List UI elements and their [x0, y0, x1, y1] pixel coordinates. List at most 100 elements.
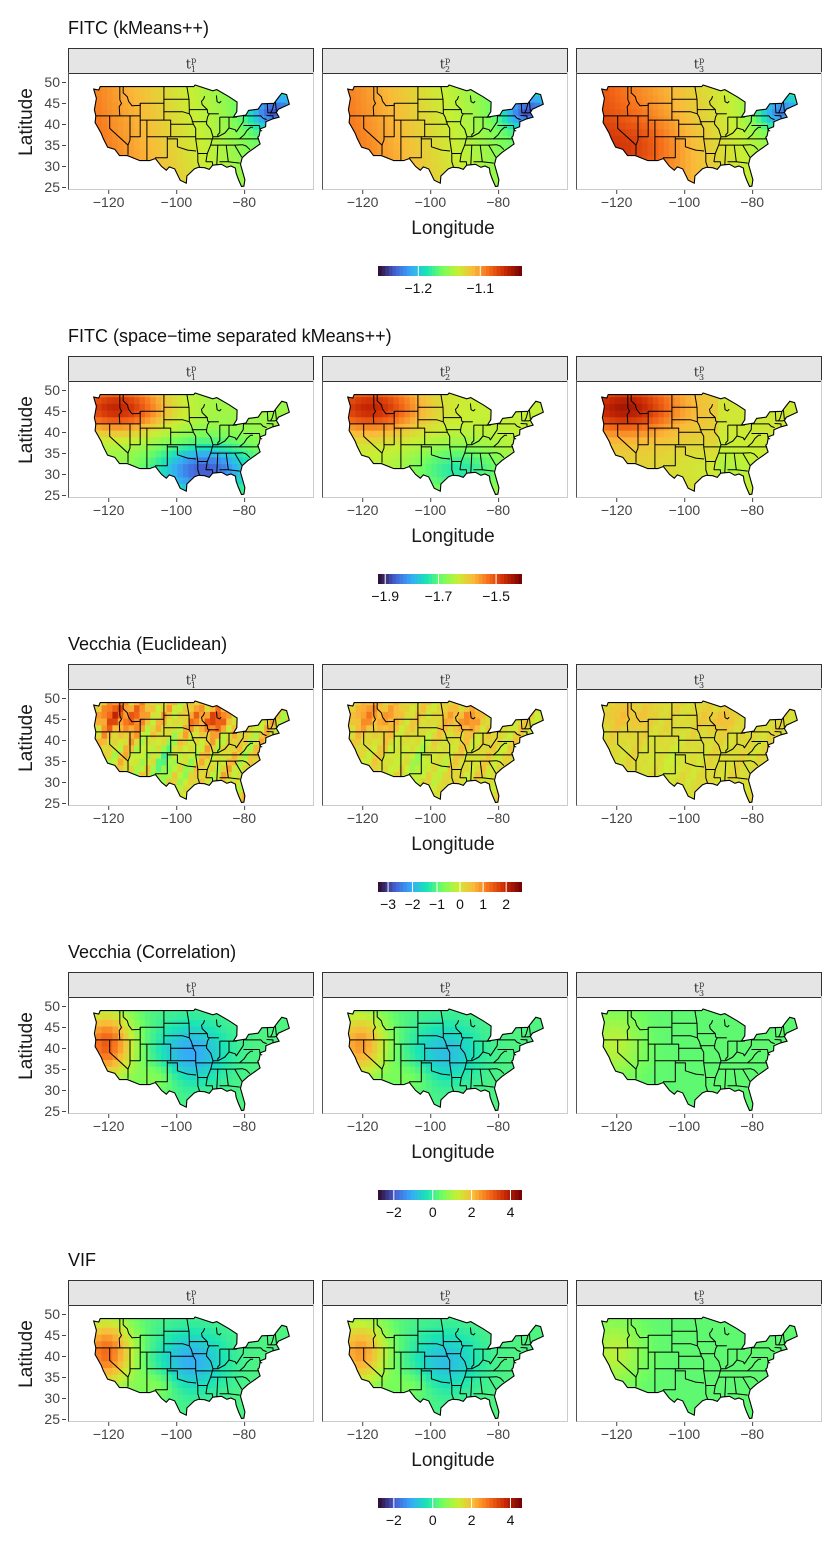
state-borders [95, 702, 277, 784]
y-tick-label: 30 [44, 467, 66, 481]
y-tick-label: 45 [44, 712, 66, 726]
legend-tick-label: 0 [428, 1512, 437, 1528]
x-tick-label: −80 [232, 806, 257, 826]
us-outline [346, 1316, 544, 1420]
x-tick-label: −120 [600, 498, 633, 518]
state-borders [603, 86, 785, 168]
x-ticks: −120 −100 −80 [576, 498, 822, 522]
state-borders [603, 1318, 785, 1400]
us-outline [600, 1316, 798, 1420]
x-tick-label: −80 [486, 806, 511, 826]
x-tick-label: −120 [346, 1114, 379, 1134]
y-tick-label: 35 [44, 1062, 66, 1076]
x-axis-label: Longitude [411, 1450, 495, 1471]
y-axis-label: Latitude [16, 1320, 37, 1388]
x-tick-label: −120 [346, 498, 379, 518]
facet-strip: t1p [68, 48, 314, 74]
legend-colorbar [378, 882, 522, 892]
us-outline [346, 1008, 544, 1112]
y-tick-label: 45 [44, 1328, 66, 1342]
y-tick-label: 40 [44, 1349, 66, 1363]
legend-tick-label: 4 [506, 1512, 515, 1528]
state-borders [349, 702, 531, 784]
y-tick-label: 25 [44, 180, 66, 194]
legend-tick-label: 2 [467, 1512, 476, 1528]
y-tick-label: 35 [44, 138, 66, 152]
x-tick-label: −120 [92, 1422, 125, 1442]
facet-panel-3: t3p [576, 48, 822, 190]
panel-block-5: VIF Latitude 50 45 40 35 30 25 Longitude −2 0 2… [0, 1234, 840, 1542]
y-tick-label: 25 [44, 1412, 66, 1426]
legend-tick-label: −1.5 [482, 588, 510, 604]
facet-panel-2: t2p [322, 972, 568, 1114]
x-ticks: −120 −100 −80 [68, 498, 314, 522]
facet-strip: t2p [322, 48, 568, 74]
block-title: FITC (space−time separated kMeans++) [68, 326, 392, 346]
panel-block-2: FITC (space−time separated kMeans++) Lat… [0, 310, 840, 618]
state-borders [349, 1010, 531, 1092]
facet-strip: t2p [322, 1280, 568, 1306]
x-axis-label: Longitude [411, 1142, 495, 1163]
us-outline [600, 1008, 798, 1112]
legend-tick-label: 0 [428, 1204, 437, 1220]
x-tick-label: −100 [160, 806, 193, 826]
y-tick-label: 35 [44, 754, 66, 768]
us-choropleth-map [346, 1008, 544, 1112]
x-ticks: −120 −100 −80 [68, 806, 314, 830]
x-ticks: −120 −100 −80 [322, 190, 568, 214]
legend-tick-label: 1 [479, 896, 488, 912]
state-borders [603, 394, 785, 476]
map-area [322, 380, 568, 498]
y-tick-label: 50 [44, 999, 66, 1013]
facet-strip: t1p [68, 356, 314, 382]
x-tick-label: −120 [346, 806, 379, 826]
x-tick-label: −100 [414, 806, 447, 826]
y-axis-label: Latitude [16, 1012, 37, 1080]
x-ticks: −120 −100 −80 [322, 806, 568, 830]
x-tick-label: −120 [346, 1422, 379, 1442]
us-outline [600, 700, 798, 804]
us-choropleth-map [600, 1316, 798, 1420]
us-outline [600, 84, 798, 188]
facet-panel-1: t1p [68, 972, 314, 1114]
map-area [322, 72, 568, 190]
x-axis-label: Longitude [411, 834, 495, 855]
map-area [68, 72, 314, 190]
color-legend: −1.9 −1.7 −1.5 [371, 574, 522, 614]
x-ticks: −120 −100 −80 [68, 1114, 314, 1138]
x-tick-label: −80 [232, 1422, 257, 1442]
facet-strip: t3p [576, 972, 822, 998]
x-tick-label: −100 [160, 1422, 193, 1442]
map-area [322, 1304, 568, 1422]
x-tick-label: −80 [232, 1114, 257, 1134]
facet-panel-2: t2p [322, 664, 568, 806]
x-ticks: −120 −100 −80 [576, 1114, 822, 1138]
x-ticks: −120 −100 −80 [322, 498, 568, 522]
map-area [322, 996, 568, 1114]
y-tick-label: 50 [44, 691, 66, 705]
facet-panel-3: t3p [576, 1280, 822, 1422]
legend-tick-label: −1.7 [424, 588, 453, 604]
panel-block-4: Vecchia (Correlation) Latitude 50 45 40 35 3… [0, 926, 840, 1234]
state-borders [95, 1318, 277, 1400]
legend-colorbar [378, 574, 522, 584]
y-tick-label: 30 [44, 775, 66, 789]
state-borders [349, 394, 531, 476]
map-area [68, 1304, 314, 1422]
y-tick-label: 45 [44, 404, 66, 418]
x-tick-label: −100 [160, 1114, 193, 1134]
x-tick-label: −100 [414, 1114, 447, 1134]
facet-panel-1: t1p [68, 48, 314, 190]
y-tick-label: 50 [44, 383, 66, 397]
x-ticks: −120 −100 −80 [576, 806, 822, 830]
x-axis-label: Longitude [411, 526, 495, 547]
x-tick-label: −80 [486, 1114, 511, 1134]
map-area [576, 1304, 822, 1422]
y-ticks: 50 45 40 35 30 25 [36, 996, 66, 1118]
x-tick-label: −80 [232, 498, 257, 518]
facet-panel-2: t2p [322, 1280, 568, 1422]
facet-strip: t3p [576, 664, 822, 690]
x-tick-label: −100 [414, 190, 447, 210]
facet-panel-3: t3p [576, 664, 822, 806]
color-legend: −2 0 2 4 [378, 1498, 522, 1538]
